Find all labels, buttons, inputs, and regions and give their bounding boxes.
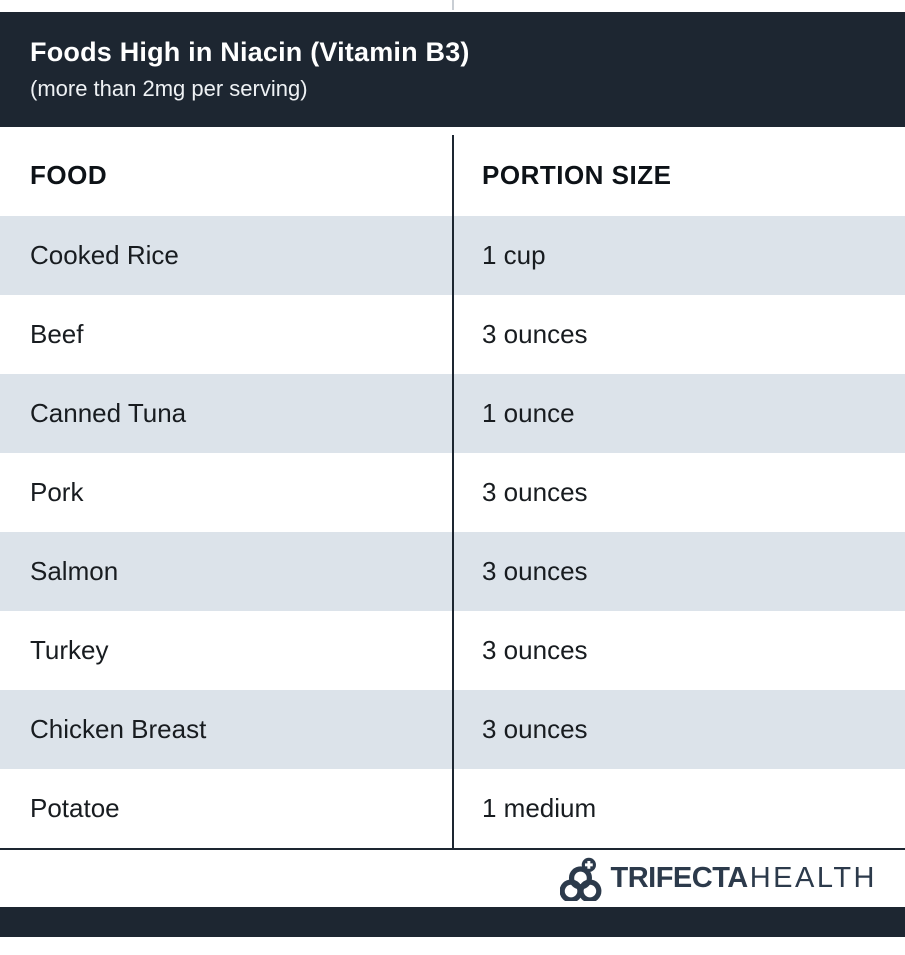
title-banner: Foods High in Niacin (Vitamin B3) (more … bbox=[0, 12, 905, 127]
food-cell: Turkey bbox=[30, 635, 109, 665]
portion-cell: 1 medium bbox=[482, 793, 597, 823]
column-divider bbox=[452, 135, 454, 848]
brand-text-health: HEALTH bbox=[749, 862, 877, 894]
food-cell: Canned Tuna bbox=[30, 398, 187, 428]
page-subtitle: (more than 2mg per serving) bbox=[30, 76, 308, 101]
footer: TRIFECTA HEALTH bbox=[0, 850, 905, 907]
portion-cell: 1 cup bbox=[482, 240, 546, 270]
table-row: Beef 3 ounces bbox=[0, 295, 905, 374]
food-cell: Potatoe bbox=[30, 793, 120, 823]
niacin-foods-table: FOOD PORTION SIZE Cooked Rice 1 cup Beef… bbox=[0, 135, 905, 850]
food-cell: Pork bbox=[30, 477, 84, 507]
portion-cell: 3 ounces bbox=[482, 556, 588, 586]
page-title: Foods High in Niacin (Vitamin B3) bbox=[30, 37, 470, 67]
table-row: Potatoe 1 medium bbox=[0, 769, 905, 848]
portion-cell: 3 ounces bbox=[482, 714, 588, 744]
food-cell: Salmon bbox=[30, 556, 119, 586]
portion-cell: 3 ounces bbox=[482, 477, 588, 507]
column-header-food: FOOD bbox=[30, 160, 108, 190]
top-strip bbox=[0, 0, 905, 12]
brand-text-trifecta: TRIFECTA bbox=[610, 862, 749, 894]
brand-logo: TRIFECTA HEALTH bbox=[559, 857, 878, 901]
table-header-row: FOOD PORTION SIZE bbox=[0, 135, 905, 216]
bottom-bar bbox=[0, 907, 905, 937]
portion-cell: 3 ounces bbox=[482, 319, 588, 349]
trifecta-rings-plus-icon bbox=[559, 857, 611, 901]
column-divider-tick bbox=[452, 0, 454, 10]
food-cell: Cooked Rice bbox=[30, 240, 179, 270]
portion-cell: 1 ounce bbox=[482, 398, 575, 428]
table-row: Turkey 3 ounces bbox=[0, 611, 905, 690]
column-header-portion: PORTION SIZE bbox=[482, 160, 672, 190]
food-cell: Chicken Breast bbox=[30, 714, 207, 744]
food-cell: Beef bbox=[30, 319, 84, 349]
portion-cell: 3 ounces bbox=[482, 635, 588, 665]
table-row: Pork 3 ounces bbox=[0, 453, 905, 532]
